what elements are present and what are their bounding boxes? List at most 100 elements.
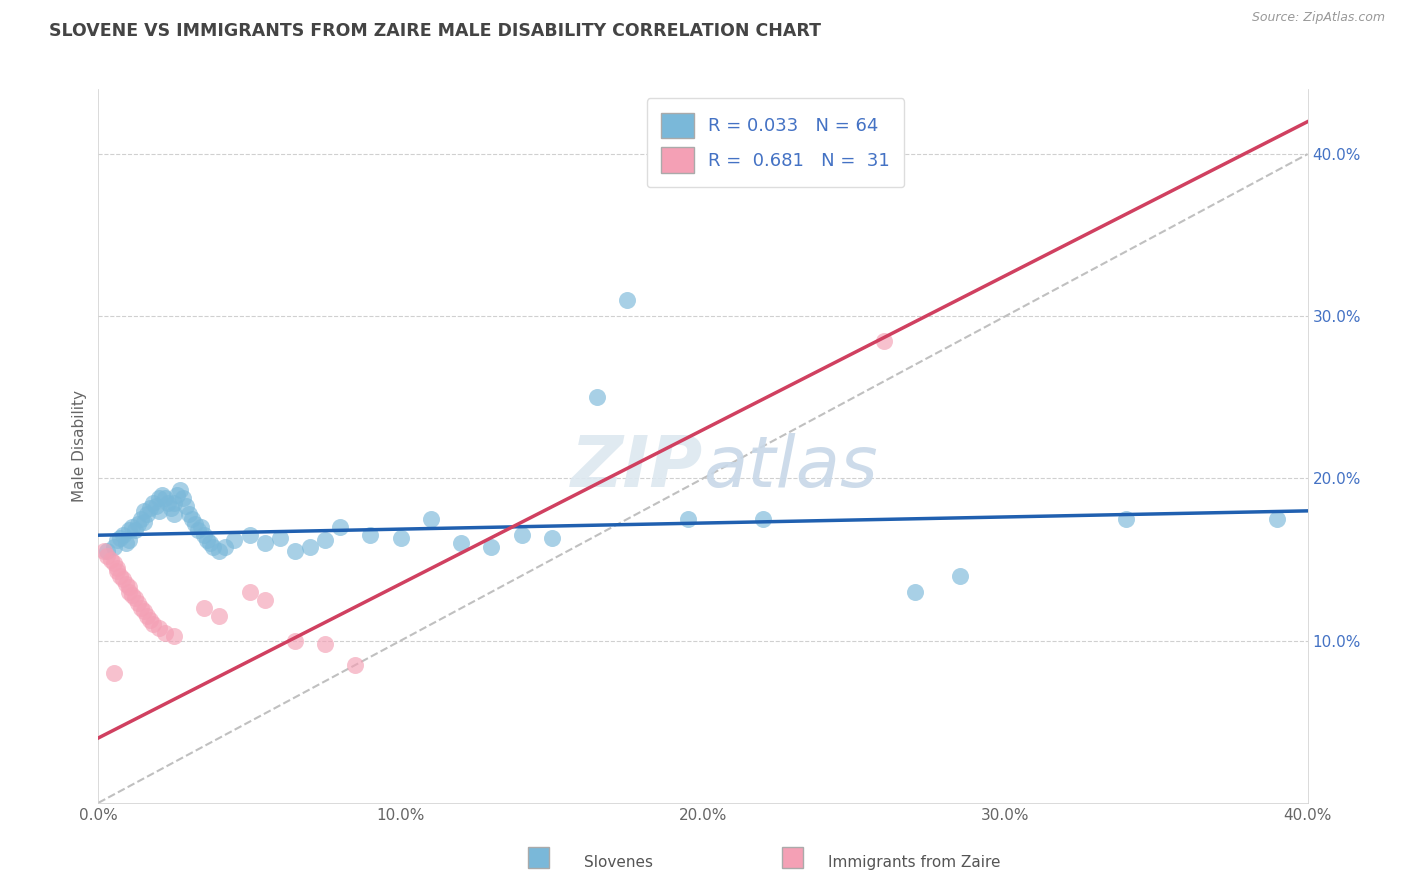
Point [160, 500, 183, 515]
Point [284, 633, 307, 648]
Point [239, 585, 262, 599]
Point [118, 580, 141, 594]
Point [105, 560, 128, 574]
Text: ZIP: ZIP [571, 433, 703, 502]
Point [145, 499, 167, 513]
Point [616, 293, 638, 307]
Point [481, 540, 503, 554]
Point [949, 568, 972, 582]
Point [253, 536, 276, 550]
Point [284, 544, 307, 558]
Point [129, 601, 152, 615]
Point [190, 520, 212, 534]
Point [360, 528, 382, 542]
Point [193, 601, 215, 615]
Point [179, 507, 201, 521]
Point [103, 540, 125, 554]
Point [135, 609, 157, 624]
Point [93, 544, 115, 558]
Point [329, 520, 352, 534]
Point [172, 491, 194, 505]
Point [269, 532, 291, 546]
Point [676, 512, 699, 526]
Point [420, 512, 443, 526]
Point [148, 491, 170, 505]
Point [200, 536, 222, 550]
Point [169, 483, 191, 497]
Point [314, 533, 336, 547]
Point [224, 533, 246, 547]
Point [239, 528, 262, 542]
Point [586, 390, 609, 404]
Point [118, 524, 141, 538]
Point [124, 591, 146, 606]
Point [142, 617, 165, 632]
Point [139, 500, 162, 515]
Point [214, 540, 236, 554]
Text: atlas: atlas [703, 433, 877, 502]
Point [187, 524, 209, 538]
Point [127, 596, 149, 610]
Point [156, 496, 179, 510]
Bar [527, 847, 550, 869]
Point [103, 556, 125, 570]
Point [105, 533, 128, 547]
Point [135, 507, 157, 521]
Point [450, 536, 472, 550]
Text: Slovenes: Slovenes [583, 855, 654, 870]
Point [163, 507, 186, 521]
Text: Source: ZipAtlas.com: Source: ZipAtlas.com [1251, 11, 1385, 24]
Y-axis label: Male Disability: Male Disability [72, 390, 87, 502]
Point [108, 568, 131, 582]
Point [111, 572, 134, 586]
Point [184, 516, 207, 531]
Point [153, 625, 176, 640]
Point [166, 488, 188, 502]
Point [752, 512, 775, 526]
Point [139, 613, 162, 627]
Point [124, 524, 146, 538]
Point [299, 540, 322, 554]
Point [163, 629, 186, 643]
Point [121, 520, 143, 534]
Point [208, 609, 231, 624]
Point [181, 512, 204, 526]
Point [208, 544, 231, 558]
Point [540, 532, 562, 546]
Point [253, 593, 276, 607]
Bar [782, 847, 803, 869]
Point [111, 528, 134, 542]
Point [118, 533, 141, 547]
Point [114, 577, 136, 591]
Point [108, 532, 131, 546]
Point [132, 604, 155, 618]
Legend: R = 0.033   N = 64, R =  0.681   N =  31: R = 0.033 N = 64, R = 0.681 N = 31 [647, 98, 904, 187]
Text: Immigrants from Zaire: Immigrants from Zaire [828, 855, 1000, 870]
Point [389, 532, 412, 546]
Point [142, 496, 165, 510]
Point [96, 544, 118, 558]
Point [344, 657, 367, 672]
Point [105, 564, 128, 578]
Point [127, 516, 149, 531]
Point [150, 488, 173, 502]
Point [163, 496, 186, 510]
Point [314, 637, 336, 651]
Point [873, 334, 896, 348]
Point [114, 536, 136, 550]
Point [148, 621, 170, 635]
Point [202, 540, 225, 554]
Point [118, 585, 141, 599]
Point [195, 533, 218, 547]
Point [510, 528, 533, 542]
Point [904, 585, 927, 599]
Point [1115, 512, 1137, 526]
Point [129, 512, 152, 526]
Point [103, 666, 125, 681]
Point [132, 515, 155, 529]
Point [1267, 512, 1289, 526]
Point [153, 491, 176, 505]
Point [148, 504, 170, 518]
Point [100, 552, 122, 566]
Point [121, 588, 143, 602]
